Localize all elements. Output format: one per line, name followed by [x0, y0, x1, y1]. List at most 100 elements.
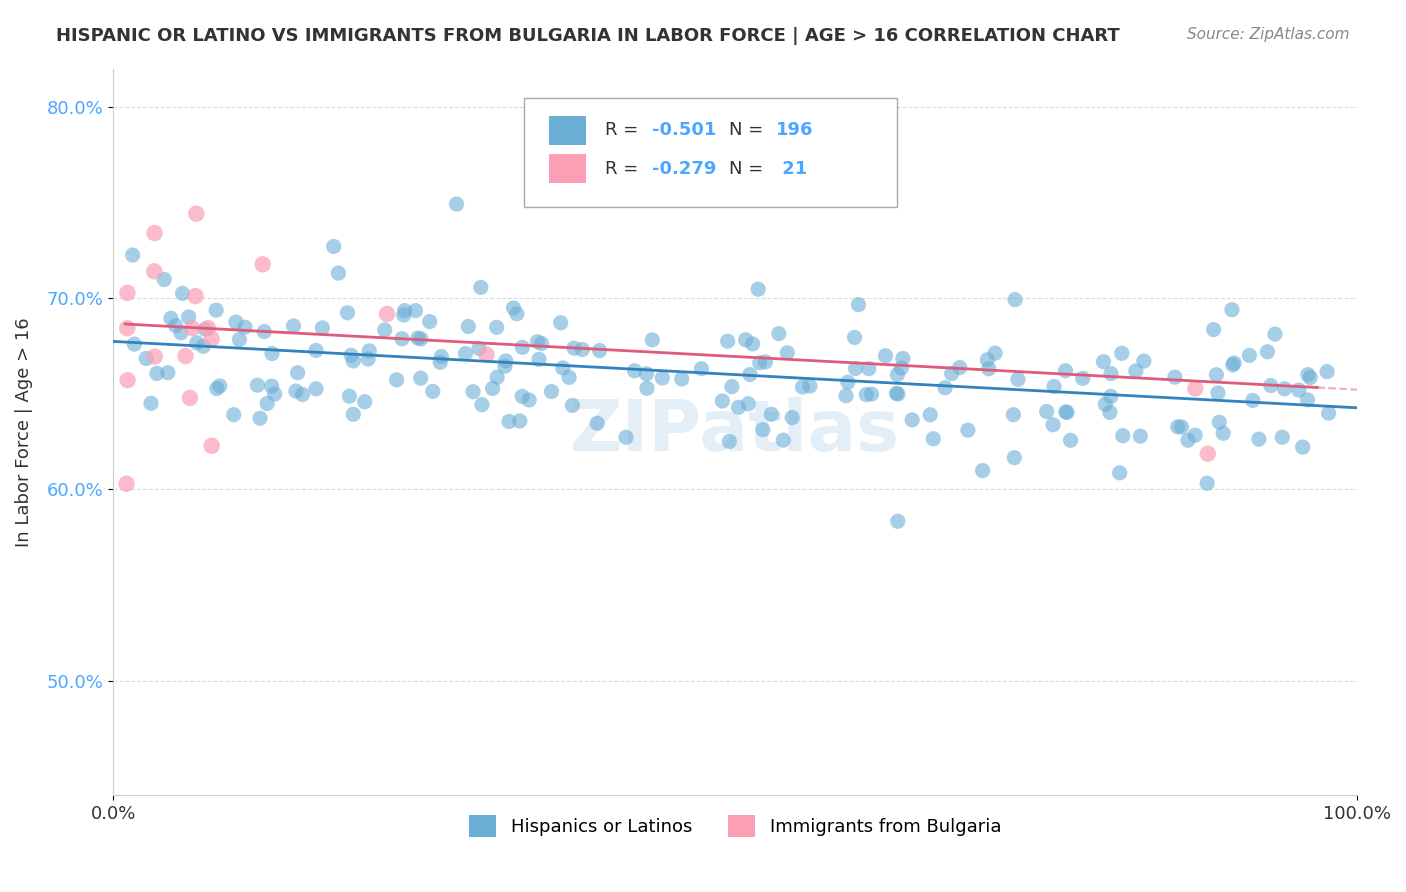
Point: [1271, 430, 1294, 444]
Point: [875, 349, 897, 363]
Point: [193, 339, 215, 353]
Point: [205, 382, 228, 396]
Point: [887, 387, 910, 401]
Point: [430, 350, 453, 364]
Point: [614, 430, 637, 444]
Text: R =: R =: [605, 160, 644, 178]
Point: [860, 387, 883, 401]
Point: [717, 334, 740, 349]
Point: [949, 360, 972, 375]
Point: [260, 379, 283, 393]
Point: [510, 389, 533, 403]
Point: [1111, 346, 1133, 360]
Point: [1220, 302, 1243, 317]
Point: [891, 351, 914, 366]
Point: [485, 320, 508, 334]
Point: [322, 239, 344, 253]
Point: [512, 340, 534, 354]
Text: N =: N =: [730, 121, 769, 139]
Point: [394, 303, 416, 318]
Point: [1099, 367, 1122, 381]
Point: [977, 361, 1000, 376]
Text: ZIPatlas: ZIPatlas: [571, 398, 900, 467]
Point: [761, 407, 783, 421]
Point: [233, 320, 256, 334]
Point: [768, 326, 790, 341]
Point: [558, 370, 581, 384]
Point: [498, 414, 520, 428]
Point: [305, 382, 328, 396]
Legend: Hispanics or Latinos, Immigrants from Bulgaria: Hispanics or Latinos, Immigrants from Bu…: [463, 808, 1008, 845]
Point: [855, 387, 877, 401]
Point: [305, 343, 328, 358]
Point: [201, 439, 224, 453]
Point: [1292, 440, 1315, 454]
FancyBboxPatch shape: [524, 97, 897, 207]
Text: -0.501: -0.501: [652, 121, 716, 139]
Point: [738, 368, 761, 382]
Point: [246, 378, 269, 392]
Point: [1035, 404, 1057, 418]
Point: [741, 337, 763, 351]
Point: [1043, 379, 1066, 393]
Point: [117, 321, 139, 335]
Point: [901, 413, 924, 427]
Point: [186, 335, 208, 350]
Point: [972, 464, 994, 478]
Point: [391, 332, 413, 346]
Point: [530, 336, 553, 351]
Point: [780, 410, 803, 425]
Point: [1007, 372, 1029, 386]
Point: [517, 392, 540, 407]
Point: [886, 368, 908, 382]
Point: [153, 272, 176, 286]
Text: Source: ZipAtlas.com: Source: ZipAtlas.com: [1187, 27, 1350, 42]
Point: [887, 514, 910, 528]
Point: [475, 348, 498, 362]
Point: [1098, 405, 1121, 419]
Point: [651, 371, 673, 385]
Point: [342, 407, 364, 421]
Point: [772, 433, 794, 447]
Point: [117, 285, 139, 300]
Point: [1184, 382, 1206, 396]
Point: [1112, 428, 1135, 442]
Point: [283, 318, 305, 333]
Point: [342, 354, 364, 368]
Point: [837, 375, 859, 389]
Point: [1256, 344, 1278, 359]
Point: [1197, 447, 1219, 461]
Point: [385, 373, 408, 387]
Point: [1133, 354, 1156, 368]
Point: [429, 355, 451, 369]
Text: 196: 196: [776, 121, 814, 139]
Point: [249, 411, 271, 425]
Point: [1177, 434, 1199, 448]
Point: [747, 282, 769, 296]
Point: [1197, 476, 1219, 491]
Point: [858, 361, 880, 376]
Point: [506, 307, 529, 321]
Point: [375, 307, 398, 321]
Point: [143, 226, 166, 240]
Point: [920, 408, 942, 422]
Text: HISPANIC OR LATINO VS IMMIGRANTS FROM BULGARIA IN LABOR FORCE | AGE > 16 CORRELA: HISPANIC OR LATINO VS IMMIGRANTS FROM BU…: [56, 27, 1121, 45]
Point: [311, 321, 333, 335]
Point: [194, 322, 217, 336]
Point: [1208, 415, 1230, 429]
Point: [471, 398, 494, 412]
Point: [934, 381, 956, 395]
Point: [502, 301, 524, 315]
Point: [984, 346, 1007, 360]
Point: [721, 379, 744, 393]
Point: [177, 310, 200, 324]
Point: [1092, 354, 1115, 368]
Point: [124, 337, 146, 351]
Point: [1184, 428, 1206, 442]
Point: [886, 386, 908, 401]
Point: [1288, 383, 1310, 397]
Point: [1056, 405, 1078, 419]
Point: [1202, 322, 1225, 336]
Point: [1212, 426, 1234, 441]
Point: [792, 380, 814, 394]
